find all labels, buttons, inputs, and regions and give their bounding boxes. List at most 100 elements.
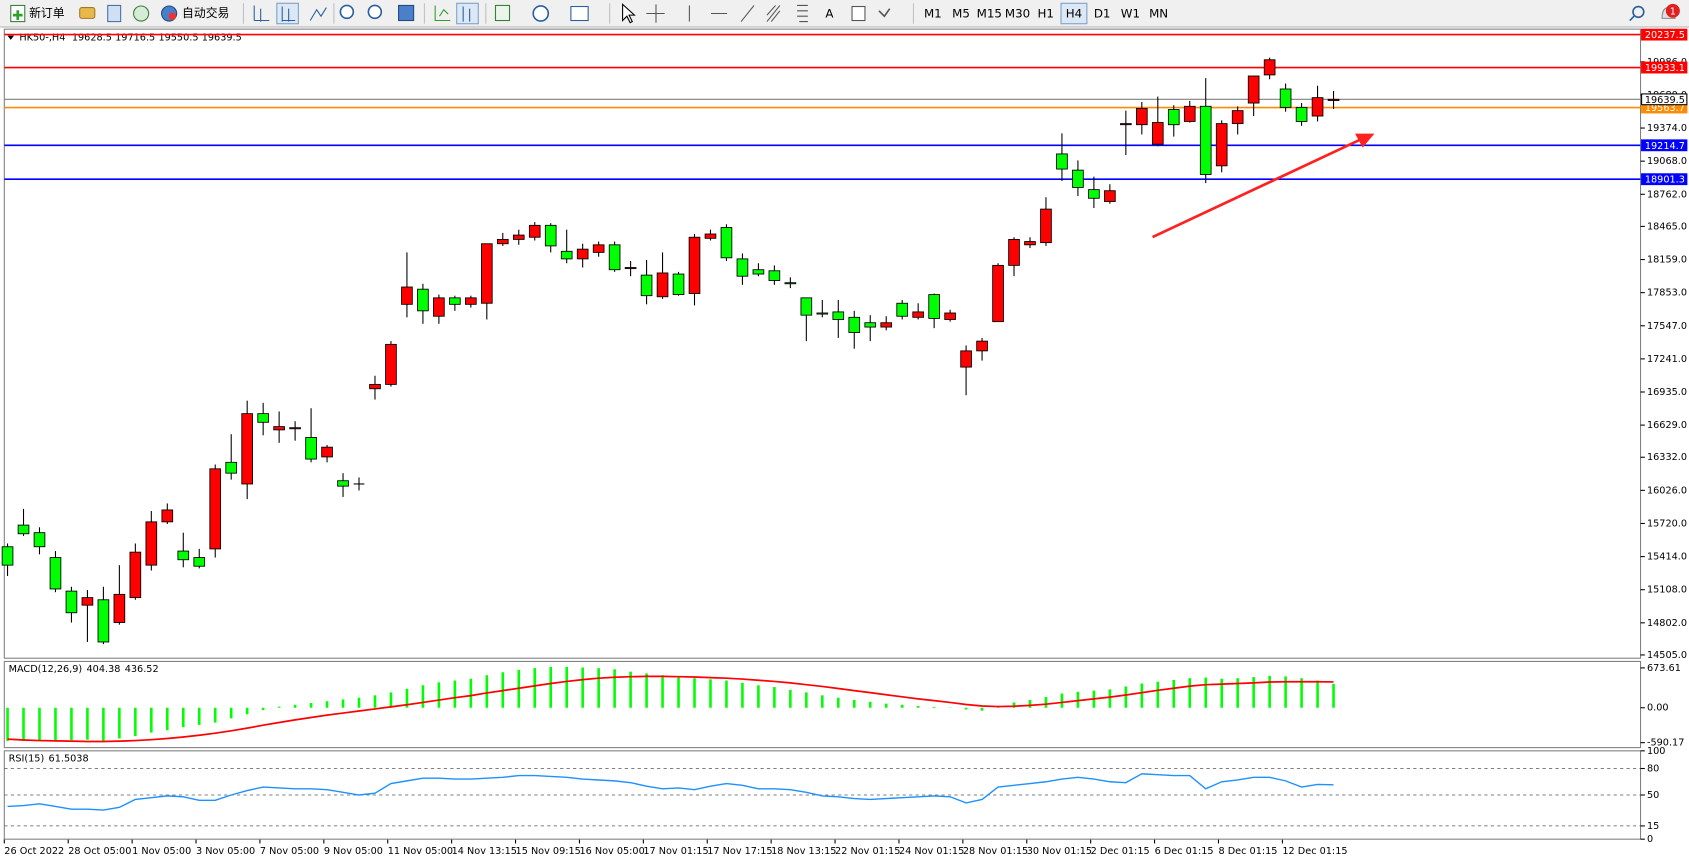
macd-bar [1316, 680, 1319, 708]
x-tick-label: 28 Oct 05:00 [68, 846, 131, 857]
candle-body [97, 599, 110, 643]
crosshair-tool[interactable] [646, 4, 665, 23]
price-label-box [1641, 173, 1688, 186]
icon[interactable] [462, 6, 471, 22]
auto-trading-label[interactable]: 自动交易 [182, 6, 229, 20]
y-tick-label: 16332.0 [1647, 452, 1687, 463]
fibo-tool[interactable] [797, 4, 808, 23]
icon[interactable] [253, 5, 270, 22]
toolbar: 新订单 自动交易 A [0, 0, 1689, 28]
candle-body [928, 294, 940, 319]
timeframe-button[interactable]: M5 [952, 7, 970, 21]
price-label: 19563.7 [1645, 103, 1685, 114]
x-tick-label: 2 Dec 01:15 [1091, 846, 1150, 857]
candle-body [401, 286, 413, 305]
macd-bar [725, 680, 728, 708]
macd-bar [229, 707, 233, 719]
indicator-title: RSI(15) 61.5038 [9, 753, 89, 764]
candle-body [1295, 106, 1308, 122]
timeframe-button[interactable]: M30 [1005, 7, 1030, 21]
icon[interactable] [456, 2, 479, 25]
timeframe-button[interactable]: W1 [1121, 7, 1140, 21]
icon[interactable] [570, 5, 589, 22]
macd-bar [357, 697, 361, 708]
candle-body [417, 288, 429, 312]
macd-bar [741, 682, 744, 708]
candle-body [480, 243, 493, 304]
candle-body [193, 557, 206, 567]
macd-bar [884, 703, 888, 708]
macd-bar [405, 688, 409, 708]
macd-bar [70, 707, 73, 740]
candle-body [736, 258, 749, 277]
macd-bar [485, 675, 489, 708]
signal-line [7, 675, 1334, 743]
icon[interactable] [79, 7, 96, 19]
price-label: 18901.3 [1645, 175, 1685, 186]
candle-body [161, 509, 174, 523]
notification-badge[interactable] [1665, 3, 1680, 18]
notification-count: 1 [1670, 6, 1676, 17]
timeframe-button[interactable]: MN [1149, 7, 1168, 21]
auto-trading-button[interactable]: 自动交易 [161, 5, 230, 22]
candle-body [544, 224, 557, 247]
header-value: 19550.5 [158, 33, 198, 44]
icon[interactable] [133, 5, 150, 22]
candle-body [880, 322, 893, 328]
candle-body [784, 282, 797, 285]
search[interactable] [1632, 5, 1645, 19]
candle-body [672, 273, 685, 296]
candle-body [848, 316, 861, 333]
macd-bar [469, 678, 473, 708]
header-value: 19628.5 [72, 33, 112, 44]
text-tool[interactable]: A [825, 7, 833, 21]
icon[interactable] [107, 4, 122, 23]
candle-body [369, 383, 381, 390]
icon[interactable] [532, 5, 550, 22]
icon[interactable] [281, 6, 296, 22]
x-tick-label: 9 Nov 05:00 [324, 846, 383, 857]
macd-bar [1172, 679, 1176, 708]
channel-tool[interactable] [766, 5, 781, 22]
zoom-in[interactable] [339, 4, 355, 20]
icon[interactable] [309, 7, 327, 21]
macd-bar [102, 707, 105, 741]
cursor-tool[interactable] [622, 3, 636, 24]
header-marker [7, 35, 15, 40]
timeframe-button[interactable]: M1 [924, 7, 942, 21]
candle-body [449, 297, 461, 305]
candle-body [992, 264, 1004, 323]
candle-body [65, 590, 78, 614]
label-tool[interactable] [851, 5, 866, 22]
timeframe-button[interactable]: M15 [977, 7, 1002, 21]
macd-bar [1220, 678, 1223, 708]
macd-bar [293, 704, 297, 708]
macd-bar [1332, 683, 1335, 708]
timeframe-button[interactable]: H4 [1066, 7, 1082, 21]
candle-body [864, 322, 877, 328]
macd-bar [86, 707, 89, 740]
new-order-label[interactable]: 新订单 [29, 6, 65, 20]
timeframe-button[interactable]: H1 [1038, 7, 1054, 21]
macd-bar [453, 680, 457, 708]
x-tick-label: 18 Nov 13:15 [771, 846, 836, 857]
candle-body [528, 224, 541, 238]
timeframe-button[interactable]: D1 [1094, 7, 1111, 21]
macd-bar [629, 671, 632, 708]
icon[interactable] [434, 5, 451, 22]
arrows-tool[interactable] [878, 8, 891, 18]
candle-body [800, 297, 813, 316]
macd-bar [1108, 689, 1112, 708]
new-order-button[interactable]: 新订单 [10, 4, 65, 23]
x-tick-label: 17 Nov 17:15 [707, 846, 772, 857]
zoom-out[interactable] [367, 4, 383, 20]
macd-bar [805, 692, 808, 708]
y-tick-label: 80 [1647, 764, 1659, 775]
icon[interactable] [494, 4, 511, 22]
macd-bar [421, 685, 425, 708]
trendline-tool[interactable] [740, 5, 755, 22]
y-tick-label: 0.00 [1647, 703, 1669, 714]
header-value: 19716.5 [115, 33, 155, 44]
icon[interactable] [398, 4, 415, 22]
y-tick-label: 16629.0 [1647, 420, 1687, 431]
